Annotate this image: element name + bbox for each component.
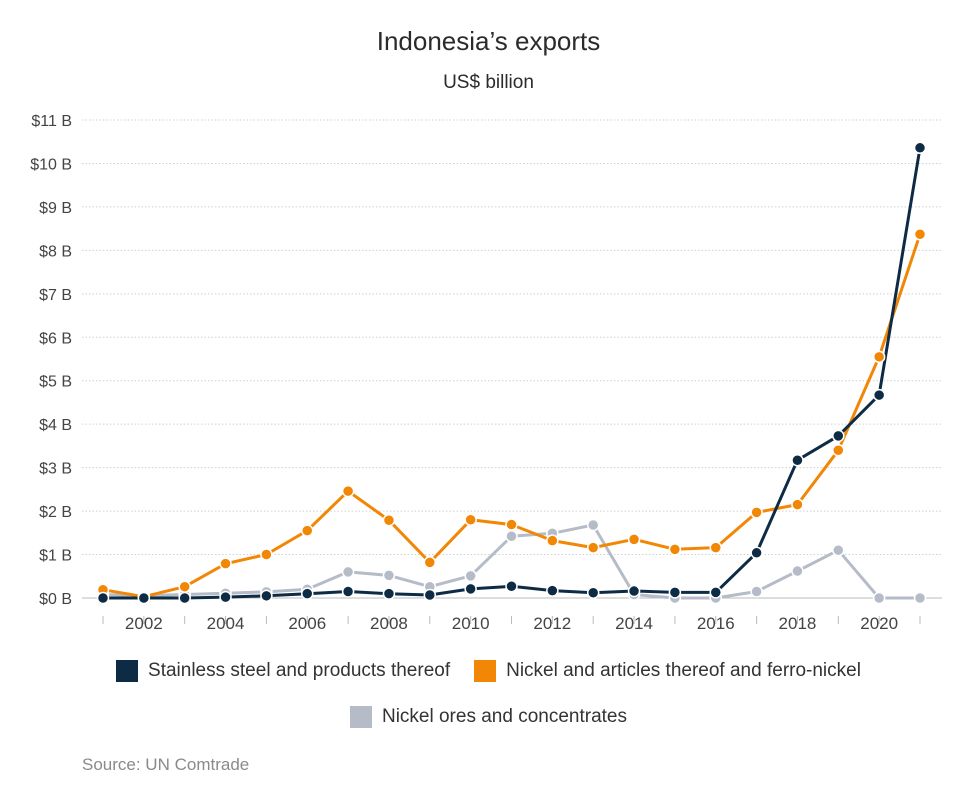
- data-point-0[interactable]: [137, 591, 151, 605]
- x-tick-label: 2014: [615, 614, 653, 633]
- y-tick-label: $2 B: [39, 504, 72, 521]
- y-tick-label: $6 B: [39, 330, 72, 347]
- data-point-1[interactable]: [709, 541, 722, 554]
- chart-subtitle: US$ billion: [443, 72, 534, 93]
- data-point-0[interactable]: [464, 582, 477, 596]
- legend-label-nickel-ores: Nickel ores and concentrates: [381, 706, 627, 727]
- legend-swatch-nickel-ores: [349, 706, 372, 728]
- data-point-0[interactable]: [178, 591, 191, 605]
- data-point-1[interactable]: [586, 541, 600, 554]
- data-point-0[interactable]: [423, 588, 437, 602]
- data-point-0[interactable]: [546, 584, 559, 597]
- data-point-2[interactable]: [872, 591, 886, 605]
- legend-swatch-nickel-articles: [474, 660, 497, 682]
- legend-row-1: Stainless steel and products thereof Nic…: [0, 660, 977, 682]
- data-point-1[interactable]: [627, 533, 641, 546]
- data-point-0[interactable]: [832, 429, 845, 443]
- data-point-0[interactable]: [709, 586, 722, 599]
- data-point-0[interactable]: [219, 590, 232, 604]
- line-chart: $0 B $1 B $2 B $3 B $4 B $5 B $6 B $7 B $8 B $9 B…: [30, 113, 942, 633]
- legend-row-2: Nickel ores and concentrates: [0, 706, 977, 728]
- data-point-0[interactable]: [260, 589, 273, 603]
- data-point-1[interactable]: [178, 580, 191, 593]
- x-tick-label: 2008: [370, 614, 408, 633]
- data-point-0[interactable]: [872, 388, 886, 402]
- y-axis-ticks: $0 B $1 B $2 B $3 B $4 B $5 B $6 B $7 B $8 B $9 B…: [30, 113, 72, 608]
- y-tick-label: $4 B: [39, 417, 72, 434]
- data-point-2[interactable]: [586, 518, 600, 532]
- data-point-0[interactable]: [505, 580, 518, 593]
- data-point-2[interactable]: [791, 564, 804, 578]
- y-tick-label: $11 B: [31, 113, 72, 130]
- data-point-1[interactable]: [872, 350, 886, 364]
- legend-item-nickel-articles[interactable]: Nickel and articles thereof and ferro-ni…: [474, 660, 861, 682]
- data-point-1[interactable]: [505, 518, 518, 531]
- data-point-0[interactable]: [627, 584, 641, 598]
- data-point-1[interactable]: [464, 513, 477, 527]
- y-tick-label: $5 B: [39, 374, 72, 391]
- x-tick-label: 2012: [533, 614, 571, 633]
- data-point-2[interactable]: [505, 530, 518, 543]
- data-point-0[interactable]: [750, 546, 763, 560]
- x-tick-label: 2006: [288, 614, 326, 633]
- chart-title: Indonesia’s exports: [376, 26, 601, 56]
- data-point-1[interactable]: [668, 543, 682, 556]
- data-point-1[interactable]: [791, 498, 804, 511]
- data-point-1[interactable]: [546, 534, 559, 547]
- y-tick-label: $9 B: [39, 200, 72, 217]
- data-point-1[interactable]: [913, 228, 927, 241]
- data-point-0[interactable]: [668, 586, 682, 599]
- legend-item-nickel-ores[interactable]: Nickel ores and concentrates: [349, 706, 627, 728]
- y-tick-label: $10 B: [30, 156, 72, 173]
- data-point-1[interactable]: [341, 484, 355, 498]
- x-axis-ticks: 2002 2004 2006 2008 2010 2012 2014 2016 2018 2020: [102, 614, 921, 633]
- data-point-1[interactable]: [832, 444, 845, 457]
- x-tick-label: 2016: [697, 614, 735, 633]
- data-point-1[interactable]: [260, 548, 273, 561]
- y-tick-label: $0 B: [39, 591, 72, 608]
- data-point-0[interactable]: [96, 591, 110, 605]
- data-point-1[interactable]: [423, 556, 437, 569]
- data-point-1[interactable]: [219, 557, 232, 570]
- y-tick-label: $7 B: [39, 287, 72, 304]
- data-point-2[interactable]: [341, 565, 355, 579]
- data-point-2[interactable]: [750, 585, 763, 598]
- y-tick-label: $8 B: [39, 243, 72, 260]
- data-point-2[interactable]: [913, 591, 927, 605]
- x-tick-label: 2010: [452, 614, 490, 633]
- data-point-0[interactable]: [913, 141, 927, 155]
- data-point-0[interactable]: [301, 587, 314, 600]
- series-points: [96, 141, 927, 605]
- legend-label-nickel-articles: Nickel and articles thereof and ferro-ni…: [506, 660, 861, 681]
- data-point-0[interactable]: [586, 586, 600, 600]
- legend-label-stainless: Stainless steel and products thereof: [148, 660, 451, 681]
- data-point-1[interactable]: [301, 524, 314, 537]
- y-tick-label: $1 B: [39, 548, 72, 565]
- data-point-0[interactable]: [791, 453, 804, 467]
- data-point-2[interactable]: [464, 569, 477, 583]
- x-tick-label: 2018: [779, 614, 817, 633]
- x-tick-label: 2002: [125, 614, 163, 633]
- data-point-0[interactable]: [341, 585, 355, 598]
- data-point-2[interactable]: [832, 543, 845, 557]
- data-point-2[interactable]: [382, 569, 396, 582]
- data-point-0[interactable]: [382, 587, 396, 600]
- data-point-1[interactable]: [382, 513, 396, 527]
- x-tick-label: 2020: [860, 614, 898, 633]
- y-tick-label: $3 B: [39, 461, 72, 478]
- data-point-1[interactable]: [750, 506, 763, 519]
- source-note: Source: UN Comtrade: [82, 755, 250, 774]
- legend-item-stainless[interactable]: Stainless steel and products thereof: [116, 660, 450, 682]
- legend-swatch-stainless: [116, 660, 139, 682]
- x-tick-label: 2004: [207, 614, 245, 633]
